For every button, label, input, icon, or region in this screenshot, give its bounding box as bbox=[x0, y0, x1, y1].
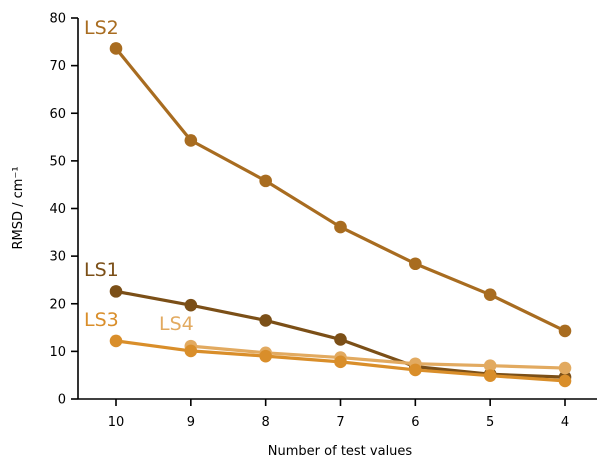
x-tick-label: 9 bbox=[187, 415, 195, 430]
data-point bbox=[184, 298, 198, 312]
x-tick-label: 5 bbox=[486, 415, 494, 430]
y-tick-label: 50 bbox=[49, 154, 66, 169]
y-tick-label: 60 bbox=[49, 107, 66, 122]
series-line bbox=[114, 47, 566, 333]
series-label-ls2: LS2 bbox=[84, 17, 119, 39]
data-point bbox=[409, 257, 422, 271]
axes: 0 10 20 30 40 50 60 70 80 10 9 8 7 6 5 4 bbox=[49, 12, 597, 430]
y-tick-label: 0 bbox=[58, 393, 66, 408]
series-line bbox=[190, 344, 566, 370]
data-point bbox=[259, 349, 272, 363]
data-point bbox=[334, 220, 347, 234]
x-tick-label: 6 bbox=[411, 415, 419, 430]
series-label-ls1: LS1 bbox=[84, 259, 119, 281]
series-layer bbox=[109, 42, 572, 388]
data-point bbox=[558, 361, 572, 375]
x-tick-label: 8 bbox=[262, 415, 270, 430]
y-tick-label: 40 bbox=[49, 202, 66, 217]
series-ls4 bbox=[184, 339, 572, 375]
x-tick-label: 10 bbox=[108, 415, 125, 430]
data-point bbox=[483, 288, 497, 302]
data-point bbox=[109, 334, 123, 348]
x-tick-label: 4 bbox=[561, 415, 569, 430]
series-label-ls4: LS4 bbox=[159, 313, 194, 335]
data-point bbox=[184, 344, 198, 358]
series-ls2 bbox=[109, 42, 572, 338]
data-point bbox=[558, 374, 572, 388]
series-label-ls3: LS3 bbox=[84, 309, 119, 331]
data-point bbox=[483, 369, 497, 382]
y-tick-label: 10 bbox=[49, 345, 66, 360]
y-tick-label: 30 bbox=[49, 250, 66, 265]
data-point bbox=[334, 355, 347, 369]
x-axis-title: Number of test values bbox=[268, 444, 413, 457]
x-tick-label: 7 bbox=[336, 415, 344, 430]
data-point bbox=[259, 174, 272, 188]
y-tick-label: 20 bbox=[49, 297, 66, 312]
y-tick-label: 80 bbox=[49, 12, 66, 27]
data-point bbox=[483, 359, 497, 372]
data-point bbox=[109, 42, 123, 55]
series-ls3 bbox=[109, 334, 572, 388]
data-point bbox=[184, 134, 198, 147]
data-point bbox=[334, 333, 347, 346]
data-point bbox=[558, 324, 572, 338]
y-axis-title: RMSD / cm⁻¹ bbox=[11, 166, 26, 249]
y-tick-label: 70 bbox=[49, 59, 66, 74]
x-ticks: 10 9 8 7 6 5 4 bbox=[108, 399, 569, 430]
series-labels: LS1 LS2 LS3 LS4 bbox=[84, 17, 194, 335]
data-point bbox=[259, 314, 272, 327]
data-point bbox=[109, 285, 123, 298]
data-point bbox=[409, 363, 422, 377]
y-ticks: 0 10 20 30 40 50 60 70 80 bbox=[49, 12, 78, 408]
